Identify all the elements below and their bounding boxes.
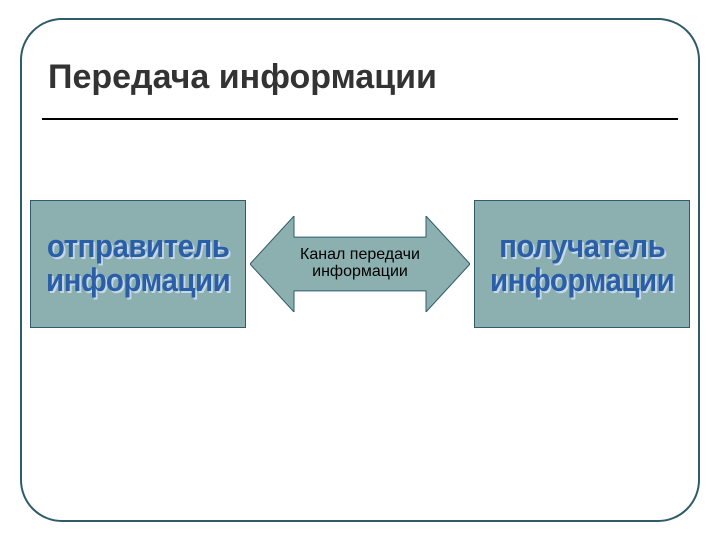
channel-label: Канал передачи информации xyxy=(250,246,470,281)
sender-label: отправитель информации xyxy=(46,230,230,297)
receiver-label: получатель информации xyxy=(490,230,674,297)
sender-box: отправитель информации xyxy=(30,200,246,328)
slide-title: Передача информации xyxy=(48,58,437,97)
receiver-box: получатель информации xyxy=(474,200,690,328)
title-underline xyxy=(42,118,678,120)
channel-arrow: Канал передачи информации xyxy=(250,216,470,312)
